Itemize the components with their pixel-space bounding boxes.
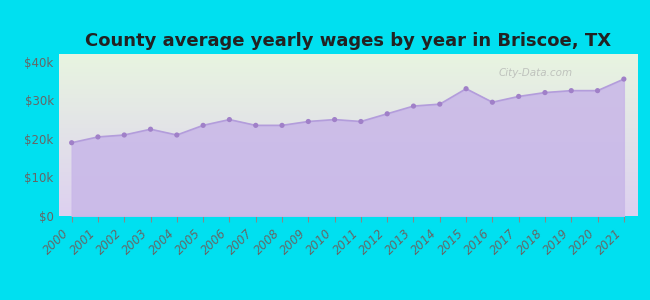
Point	[382, 111, 393, 116]
Point	[514, 94, 524, 99]
Point	[356, 119, 366, 124]
Point	[619, 77, 629, 82]
Point	[250, 123, 261, 128]
Point	[408, 104, 419, 109]
Point	[277, 123, 287, 128]
Point	[435, 102, 445, 106]
Text: City-Data.com: City-Data.com	[498, 68, 572, 78]
Title: County average yearly wages by year in Briscoe, TX: County average yearly wages by year in B…	[84, 32, 611, 50]
Point	[146, 127, 156, 132]
Point	[461, 86, 471, 91]
Point	[566, 88, 577, 93]
Point	[93, 134, 103, 139]
Point	[488, 100, 498, 105]
Point	[66, 140, 77, 145]
Point	[198, 123, 208, 128]
Point	[119, 133, 129, 137]
Point	[224, 117, 235, 122]
Point	[592, 88, 603, 93]
Point	[540, 90, 550, 95]
Point	[172, 133, 182, 137]
Point	[330, 117, 340, 122]
Point	[303, 119, 313, 124]
